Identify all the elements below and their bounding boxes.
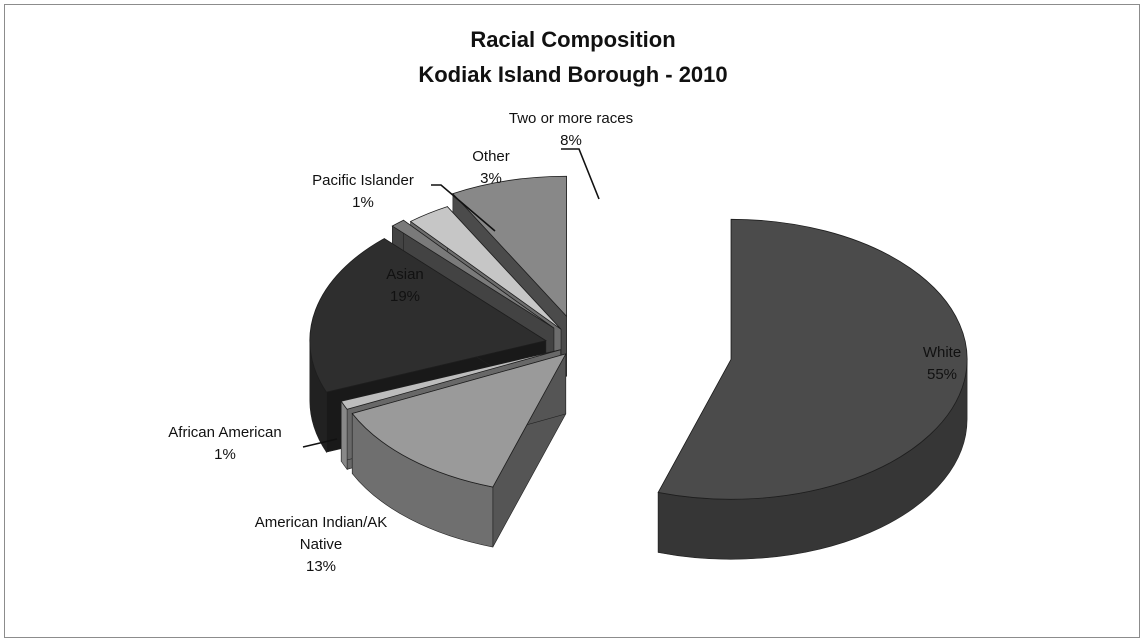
leader-african-american [302, 438, 338, 448]
leader-pacific-islander [431, 184, 496, 232]
label-white: White 55% [923, 344, 961, 383]
slice-two-or-more-races-top [452, 175, 567, 318]
slice-white [657, 218, 968, 560]
slice-african-american-top [340, 349, 561, 410]
leader-two-or-more-races [561, 148, 600, 200]
slice-asian-top [309, 238, 547, 393]
label-african-american: African American 1% [168, 424, 281, 463]
label-asian: Asian 19% [386, 266, 424, 305]
chart-frame: Racial Composition Kodiak Island Borough… [4, 4, 1140, 638]
label-pacific-islander: Pacific Islander 1% [312, 172, 414, 211]
pie-chart: Racial Composition Kodiak Island Borough… [168, 27, 968, 575]
chart-title: Racial Composition [470, 27, 675, 52]
slice-african-american-rim [340, 400, 348, 471]
label-other: Other 3% [472, 148, 510, 187]
leader-lines [302, 148, 600, 448]
label-american-indian-ak-native: American Indian/AK Native 13% [255, 514, 388, 575]
slice-pacific-islander-top [391, 219, 555, 329]
data-labels: White 55% American Indian/AK Native 13% Afric… [168, 110, 961, 575]
slice-american-indian-ak-native [351, 353, 567, 548]
slice-american-indian-ak-native-top [351, 353, 567, 488]
slice-white-top [657, 218, 968, 500]
chart-subtitle: Kodiak Island Borough - 2010 [418, 62, 727, 87]
slice-other-top [409, 206, 562, 330]
label-two-or-more-races: Two or more races 8% [509, 110, 633, 149]
pie-slices [309, 175, 968, 560]
